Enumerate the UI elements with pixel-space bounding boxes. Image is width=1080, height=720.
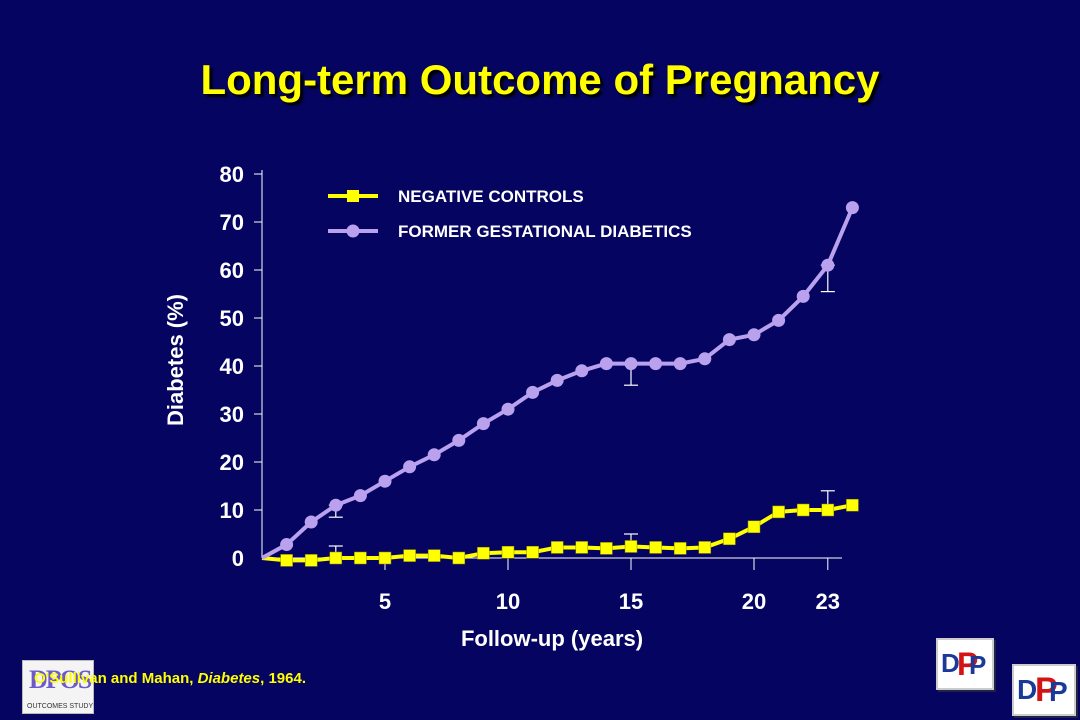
data-point-square [354, 551, 367, 565]
data-point-square [329, 551, 343, 565]
y-tick-label: 0 [232, 546, 244, 571]
citation-authors: O'Sullivan and Mahan, [34, 670, 198, 687]
dpp-logo-small: D P P [936, 638, 994, 690]
data-point-square [821, 503, 835, 517]
dpp-logo-small-p2: P [969, 650, 987, 680]
data-point-circle [845, 201, 859, 215]
y-tick-label: 50 [220, 306, 244, 331]
data-point-square [600, 542, 613, 555]
dpos-logo-subtitle: OUTCOMES STUDY [27, 703, 94, 710]
error-bars [328, 264, 835, 559]
data-point-circle [772, 313, 786, 327]
citation-year: , 1964. [260, 670, 306, 687]
dpp-logo-small-d: D [941, 648, 960, 678]
x-tick-label: 20 [742, 589, 766, 614]
y-tick-label: 10 [220, 498, 244, 523]
data-point-square [452, 551, 466, 565]
legend-label-0: NEGATIVE CONTROLS [398, 187, 584, 206]
y-tick-label: 20 [220, 450, 244, 475]
data-point-circle [649, 357, 663, 371]
dpp-logo-large: D P P [1012, 664, 1076, 716]
dpp-logo-small-p1: P [957, 646, 979, 682]
data-point-circle [353, 489, 367, 503]
data-point-square [280, 554, 293, 567]
data-point-circle [304, 515, 318, 529]
data-point-square [772, 505, 785, 519]
legend-marker-square [347, 190, 359, 202]
y-tick-label: 40 [220, 354, 244, 379]
data-point-square [723, 532, 736, 546]
data-point-square [526, 545, 539, 559]
data-point-circle [698, 352, 712, 366]
x-tick-label: 23 [816, 589, 840, 614]
data-point-square [550, 541, 564, 554]
x-tick-label: 10 [496, 589, 520, 614]
data-point-circle [624, 357, 638, 371]
y-tick-label: 30 [220, 402, 244, 427]
data-point-square [477, 546, 490, 560]
data-point-circle [378, 474, 392, 488]
data-point-square [649, 541, 662, 554]
data-point-square [673, 542, 687, 555]
slide-title: Long-term Outcome of Pregnancy [200, 56, 880, 103]
citation: O'Sullivan and Mahan, Diabetes, 1964. [34, 670, 306, 687]
data-point-square [747, 520, 761, 534]
data-point-circle [329, 498, 343, 512]
dpp-logo-large-p1: P [1035, 671, 1058, 709]
dpp-logo-large-p2: P [1049, 676, 1068, 707]
y-axis-label: Diabetes (%) [163, 294, 188, 426]
x-tick-label: 5 [379, 589, 391, 614]
y-tick-label: 80 [220, 162, 244, 187]
y-tick-label: 60 [220, 258, 244, 283]
data-point-circle [796, 289, 810, 303]
x-tick-label: 15 [619, 589, 643, 614]
x-axis-label: Follow-up (years) [461, 626, 643, 651]
data-point-square [698, 541, 712, 554]
legend-label-1: FORMER GESTATIONAL DIABETICS [398, 222, 692, 241]
chart-axes: 0 10 20 30 40 50 60 70 80 5 10 15 20 23 Follow-up (yea… [163, 162, 842, 651]
data-point-circle [747, 328, 761, 342]
data-point-square [846, 498, 859, 512]
data-point-circle [722, 333, 736, 347]
data-point-square [624, 540, 638, 553]
data-point-circle [280, 538, 294, 552]
data-point-square [427, 549, 441, 562]
data-point-circle [575, 364, 589, 378]
data-point-circle [821, 258, 835, 272]
dpos-logo: DPOS OUTCOMES STUDY [22, 660, 94, 714]
data-point-circle [599, 357, 613, 371]
data-point-circle [427, 448, 441, 462]
series-markers [280, 201, 859, 567]
dpos-logo-mark: DPOS [29, 665, 92, 694]
data-point-circle [526, 385, 540, 399]
data-point-square [378, 551, 392, 565]
legend: NEGATIVE CONTROLS FORMER GESTATIONAL DIAB… [328, 187, 692, 241]
data-point-circle [403, 460, 417, 474]
data-point-square [575, 541, 589, 554]
legend-marker-circle [346, 224, 360, 238]
y-tick-label: 70 [220, 210, 244, 235]
dpp-logo-large-d: D [1017, 674, 1038, 705]
data-point-circle [673, 357, 687, 371]
data-point-square [796, 503, 810, 517]
data-point-square [304, 554, 318, 567]
data-point-circle [476, 417, 490, 431]
data-point-square [403, 549, 416, 562]
data-point-circle [452, 433, 466, 447]
citation-journal: Diabetes [197, 670, 261, 687]
data-point-circle [501, 402, 515, 416]
data-point-circle [550, 373, 564, 387]
data-point-square [501, 545, 515, 559]
